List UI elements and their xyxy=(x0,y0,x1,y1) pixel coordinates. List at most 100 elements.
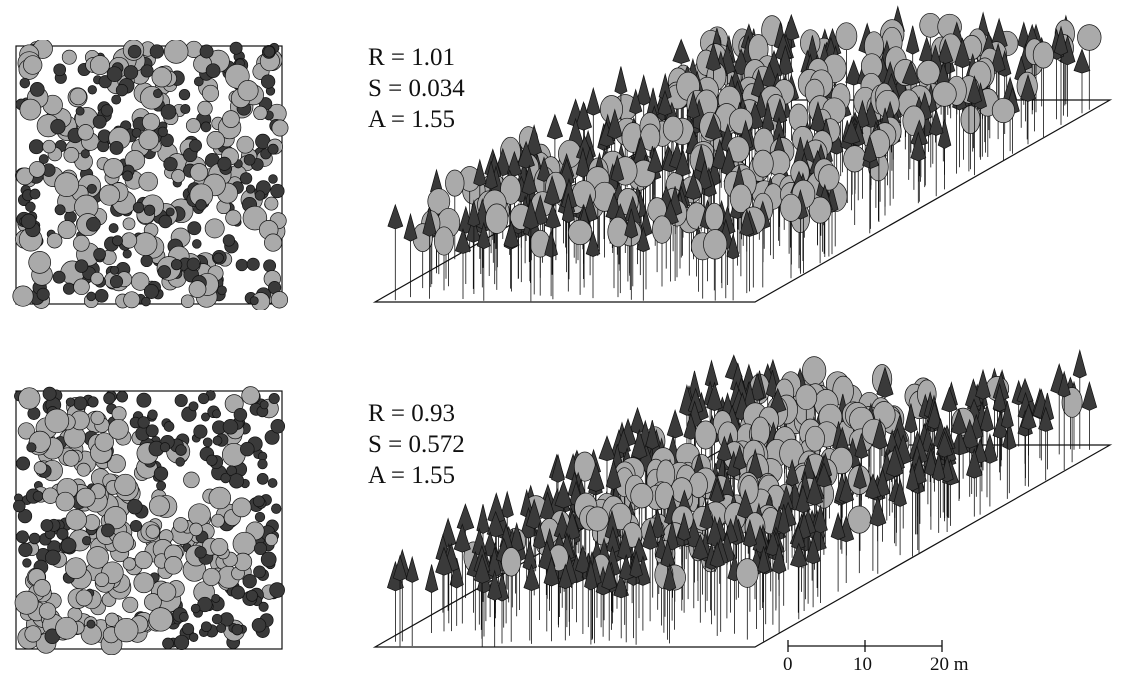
broadleaf-crown xyxy=(173,517,189,533)
conifer-tree xyxy=(422,207,437,299)
broadleaf-tree xyxy=(501,547,522,642)
conifer-crown xyxy=(182,622,195,636)
conifer-tree xyxy=(771,543,787,633)
broadleaf-crown xyxy=(77,124,94,141)
broadleaf-crown xyxy=(38,602,57,620)
conifer-crown xyxy=(93,247,106,261)
conifer-tree xyxy=(503,220,520,292)
stat-a: A = 1.55 xyxy=(368,462,456,489)
conifer-tree xyxy=(601,559,618,641)
conifer-tree xyxy=(641,518,659,622)
conifer-tree xyxy=(992,411,1009,481)
conifer-crown xyxy=(178,88,191,101)
conifer-crown xyxy=(212,435,223,446)
conifer-crown xyxy=(53,63,67,77)
conifer-crown xyxy=(211,613,223,625)
conifer-crown xyxy=(256,473,269,485)
broadleaf-crown xyxy=(189,522,203,537)
conifer-crown xyxy=(170,258,183,271)
broadleaf-tree xyxy=(818,164,840,257)
conifer-tree xyxy=(910,131,927,204)
broadleaf-crown xyxy=(98,184,121,206)
broadleaf-tree xyxy=(607,216,629,298)
conifer-crown xyxy=(127,498,143,515)
conifer-crown xyxy=(145,424,159,438)
conifer-crown xyxy=(26,442,37,453)
conifer-crown xyxy=(50,119,66,135)
stat-a: A = 1.55 xyxy=(368,106,456,133)
conifer-tree xyxy=(629,549,643,645)
conifer-tree xyxy=(709,541,725,636)
conifer-crown xyxy=(180,103,191,115)
broadleaf-crown xyxy=(264,196,279,211)
broadleaf-crown xyxy=(148,607,173,632)
broadleaf-crown xyxy=(264,533,278,546)
conifer-crown xyxy=(212,409,222,419)
conifer-tree xyxy=(403,212,418,298)
broadleaf-crown xyxy=(19,98,42,121)
broadleaf-crown xyxy=(188,280,207,298)
conifer-tree xyxy=(813,504,828,603)
conifer-crown xyxy=(249,296,259,306)
trees xyxy=(386,348,1098,647)
stat-r: R = 1.01 xyxy=(368,44,456,71)
conifer-crown xyxy=(86,183,97,194)
conifer-tree xyxy=(558,563,573,641)
conifer-crown xyxy=(259,400,269,410)
conifer-crown xyxy=(270,183,285,199)
conifer-crown xyxy=(16,456,31,471)
conifer-crown xyxy=(174,393,188,408)
conifer-crown xyxy=(54,204,66,216)
conifer-tree xyxy=(790,542,808,620)
broadleaf-crown xyxy=(112,531,134,553)
conifer-crown xyxy=(100,104,114,117)
broadleaf-crown xyxy=(86,546,109,569)
conifer-crown xyxy=(149,44,165,59)
broadleaf-tree xyxy=(960,105,981,170)
stand-statistics-bottom: R = 0.93 S = 0.572 A = 1.55 xyxy=(368,398,465,491)
broadleaf-tree xyxy=(1061,387,1083,463)
conifer-tree xyxy=(424,564,439,633)
conifer-crown xyxy=(129,519,143,533)
stand-statistics-top: R = 1.01 S = 0.034 A = 1.55 xyxy=(368,42,465,135)
broadleaf-tree xyxy=(780,193,802,279)
conifer-crown xyxy=(116,390,129,403)
tree-crowns xyxy=(12,40,289,310)
conifer-crown xyxy=(253,541,268,556)
broadleaf-crown xyxy=(123,291,141,309)
conifer-crown xyxy=(92,114,107,129)
conifer-crown xyxy=(143,204,156,216)
conifer-tree xyxy=(893,478,907,556)
broadleaf-crown xyxy=(134,551,153,570)
broadleaf-crown xyxy=(90,271,104,286)
conifer-tree xyxy=(950,408,968,501)
conifer-tree xyxy=(932,452,946,533)
scale-bar-line xyxy=(787,640,943,652)
conifer-crown xyxy=(123,65,139,80)
conifer-tree xyxy=(392,554,408,647)
conifer-crown xyxy=(62,282,76,295)
conifer-crown xyxy=(65,397,76,407)
conifer-crown xyxy=(217,285,227,296)
conifer-crown xyxy=(258,601,269,612)
broadleaf-crown xyxy=(103,158,124,179)
broadleaf-crown xyxy=(138,129,160,150)
broadleaf-crown xyxy=(197,100,213,117)
conifer-tree xyxy=(726,232,740,301)
conifer-crown xyxy=(156,480,167,491)
conifer-tree xyxy=(830,511,846,592)
conifer-crown xyxy=(257,458,268,470)
broadleaf-crown xyxy=(183,471,200,489)
conifer-tree xyxy=(982,433,998,507)
broadleaf-crown xyxy=(65,557,87,580)
conifer-tree xyxy=(467,199,481,294)
conifer-crown xyxy=(52,270,66,284)
broadleaf-crown xyxy=(201,84,220,102)
conifer-crown xyxy=(231,623,244,636)
broadleaf-crown xyxy=(23,55,43,75)
conifer-tree xyxy=(487,569,503,647)
conifer-tree xyxy=(1020,73,1036,145)
conifer-crown xyxy=(111,94,122,105)
broadleaf-crown xyxy=(72,234,90,252)
conifer-crown xyxy=(189,139,202,153)
